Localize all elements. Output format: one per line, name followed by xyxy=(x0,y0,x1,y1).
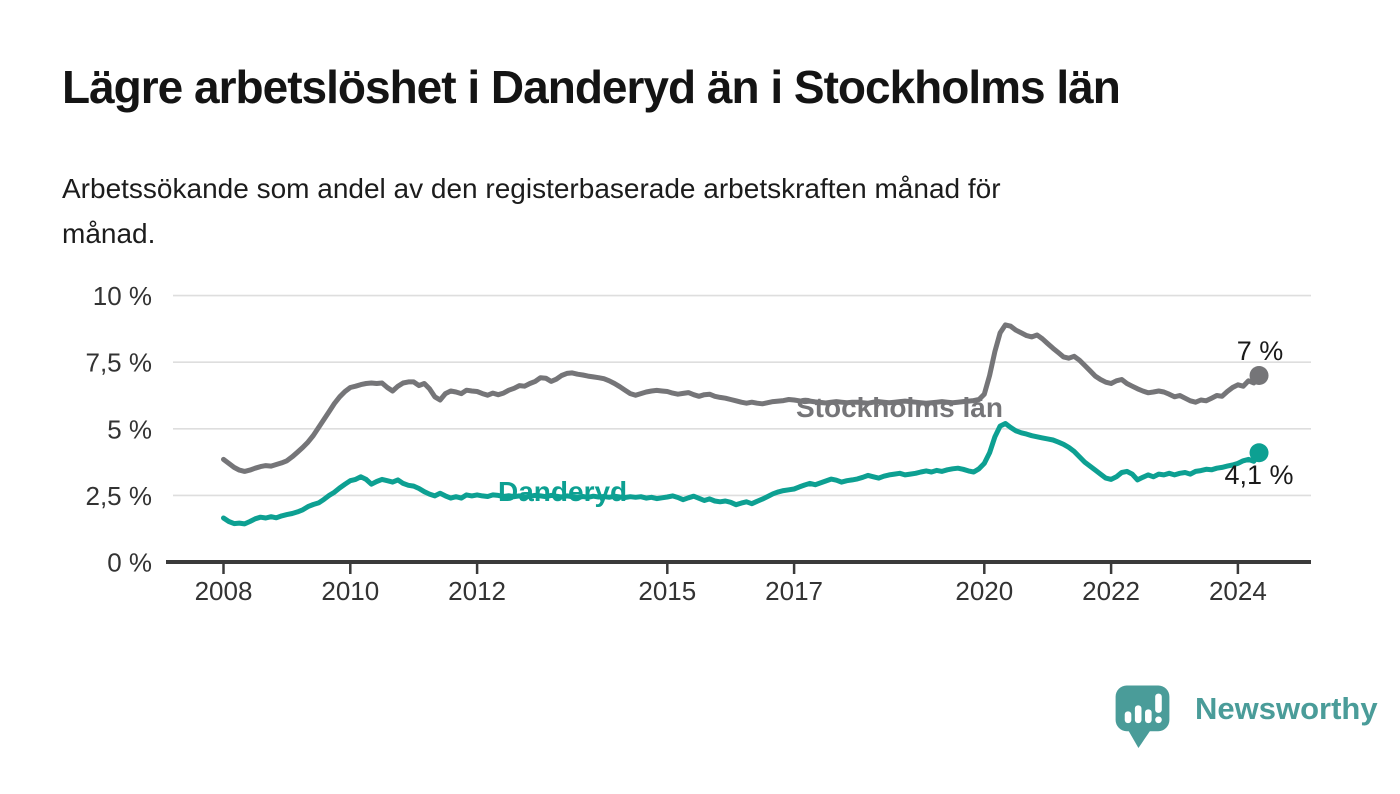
x-tick-label: 2008 xyxy=(195,576,253,606)
x-tick-label: 2022 xyxy=(1082,576,1140,606)
y-tick-label: 7,5 % xyxy=(86,348,153,378)
x-tick-label: 2010 xyxy=(321,576,379,606)
newsworthy-logo-text: Newsworthy xyxy=(1195,691,1378,726)
y-tick-label: 2,5 % xyxy=(86,481,153,511)
y-tick-label: 0 % xyxy=(107,548,152,578)
series-line-stockholms-l-n xyxy=(221,322,1262,474)
y-tick-label: 5 % xyxy=(107,414,152,444)
series-end-value-label: 4,1 % xyxy=(1224,460,1293,490)
x-tick-label: 2024 xyxy=(1209,576,1267,606)
series-end-value-label: 7 % xyxy=(1237,336,1284,366)
y-tick-label: 10 % xyxy=(93,281,152,311)
x-tick-label: 2020 xyxy=(955,576,1013,606)
newsworthy-logo-icon xyxy=(1115,685,1170,748)
series-inline-label: Stockholms län xyxy=(796,392,1003,423)
x-tick-label: 2015 xyxy=(638,576,696,606)
series-end-dot xyxy=(1249,443,1269,463)
x-tick-label: 2012 xyxy=(448,576,506,606)
series-line-danderyd xyxy=(221,421,1262,527)
series-end-dot xyxy=(1249,366,1269,386)
page-title: Lägre arbetslöshet i Danderyd än i Stock… xyxy=(62,61,1121,113)
newsworthy-branding: Newsworthy xyxy=(1114,684,1378,751)
series-inline-label: Danderyd xyxy=(498,476,627,507)
x-tick-label: 2017 xyxy=(765,576,823,606)
chart-subtitle: Arbetssökande som andel av den registerb… xyxy=(62,173,1001,249)
